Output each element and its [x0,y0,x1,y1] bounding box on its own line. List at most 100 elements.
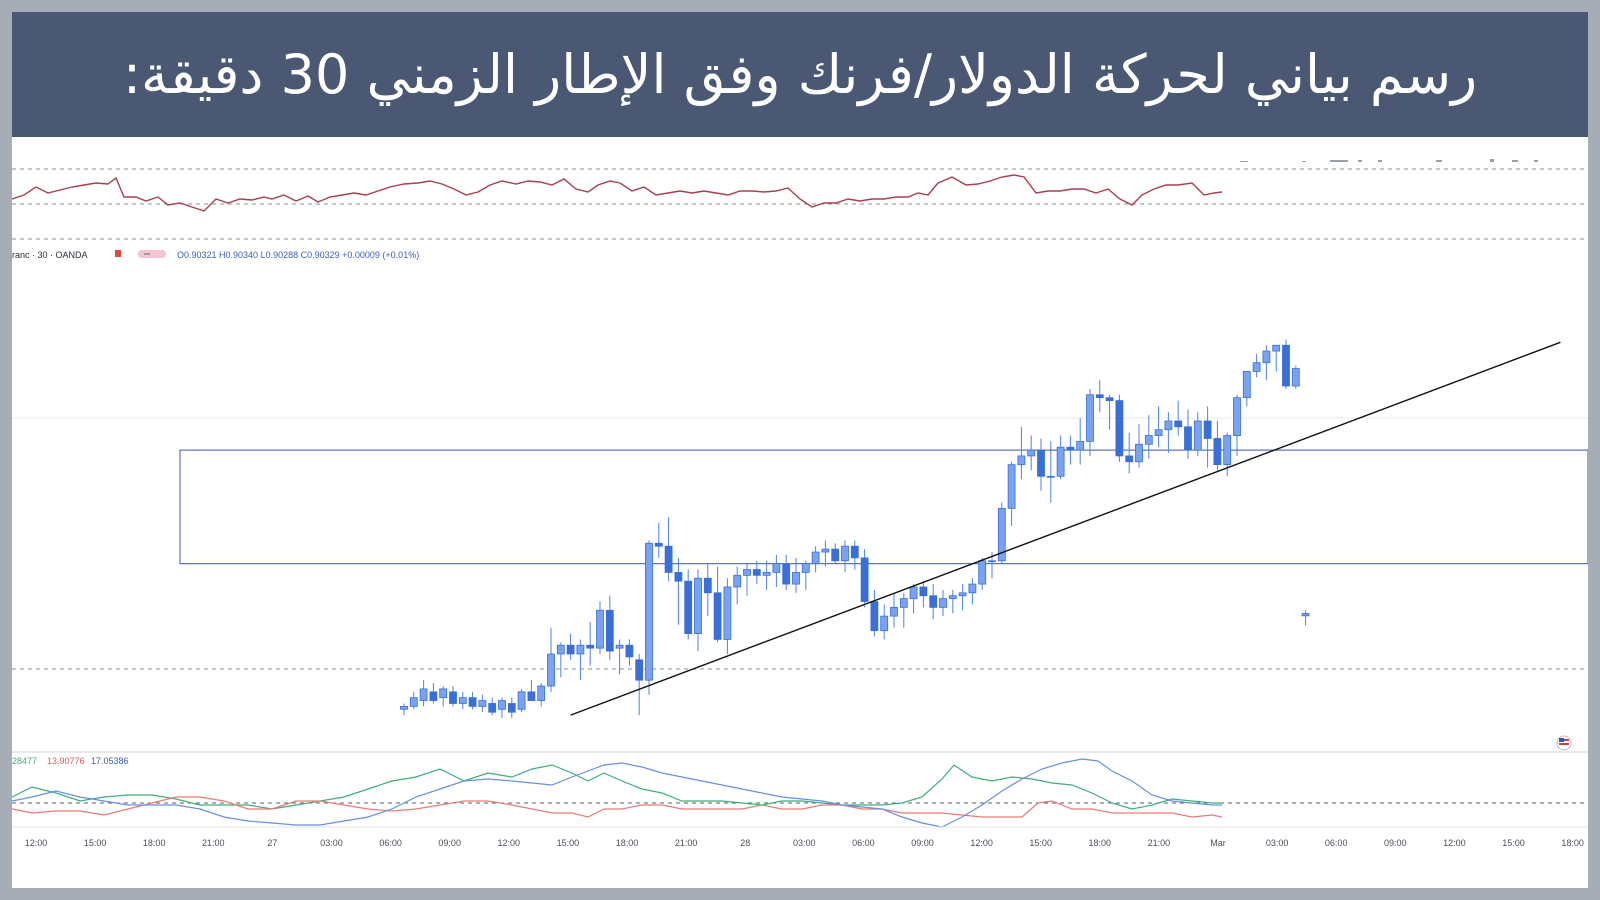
candle-body [449,691,457,704]
ohlc-readout: O0.90321 H0.90340 L0.90288 C0.90329 +0.0… [177,250,419,260]
candle-body [1213,438,1222,466]
candle [419,680,428,707]
candle-body [782,563,791,585]
candle-body [841,545,849,562]
x-tick-label: 06:00 [1325,838,1348,848]
slide-title: رسم بياني لحركة الدولار/فرنك وفق الإطار … [122,43,1478,106]
candle [1272,344,1281,372]
trendline-line[interactable] [570,341,1561,716]
candle [1164,412,1173,454]
candle-body [909,586,918,600]
candle-body [1291,368,1300,387]
candle-body [948,595,957,600]
price-chart[interactable]: ranc · 30 · OANDA O0.90321 H0.90340 L0.9… [12,137,1588,888]
candle-body [1095,394,1104,399]
candle [507,697,516,719]
flag-icon[interactable] [115,250,121,257]
candle [1095,380,1104,413]
rsi-legend-fragments [1240,159,1538,162]
candle-body [1174,420,1183,428]
candle-body [792,572,800,585]
x-tick-label: 03:00 [1266,838,1289,848]
candle-body [1242,371,1251,399]
symbol-label: ranc · 30 · OANDA [12,250,88,260]
candle [929,584,938,620]
x-tick-label: 18:00 [1089,838,1112,848]
candle-body [752,569,761,576]
candle-body [743,569,751,576]
candle-body [860,557,869,602]
x-tick-label: 12:00 [1443,838,1466,848]
candle [919,581,928,608]
candle [811,546,820,573]
x-tick-label: 15:00 [84,838,107,848]
candle [1056,435,1065,480]
trendline[interactable] [570,341,1561,716]
us-flag-icon[interactable] [1556,735,1572,751]
candle [1193,412,1202,456]
candle-body [1086,394,1094,442]
dmi-panel: 28477 13.90776 17.05386 [12,756,1588,828]
candle [713,566,722,643]
candle [743,563,751,596]
candle-body [1223,435,1232,466]
candle [752,560,761,585]
candle [1144,415,1153,459]
candle [723,578,732,654]
candle [1291,365,1300,389]
candle [566,633,575,660]
support-zone[interactable] [179,449,1588,565]
candle [1027,435,1036,471]
candle [1242,371,1251,407]
candle-body [1272,344,1281,352]
candle [1007,461,1016,526]
slide-title-banner: رسم بياني لحركة الدولار/فرنك وفق الإطار … [12,12,1588,137]
candle-body [419,688,428,701]
candle [831,543,840,564]
candle [1184,409,1192,459]
candle-body [625,644,634,658]
candle [1037,438,1045,491]
x-tick-label: Mar [1210,838,1226,848]
x-tick-label: 09:00 [1384,838,1407,848]
candle-body [1027,449,1036,457]
candle-body [596,609,604,649]
support-zone-box[interactable] [179,449,1588,565]
candle [478,694,487,713]
candle-body [1193,420,1202,451]
candle-body [958,592,967,597]
candle-body [811,551,820,565]
symbol-legend[interactable]: ranc · 30 · OANDA O0.90321 H0.90340 L0.9… [12,250,419,260]
candle [1252,353,1261,378]
candle-body [1037,449,1045,477]
candle [527,680,536,701]
candle [1076,418,1085,465]
rsi-panel [12,159,1588,240]
candle-body [1017,455,1026,466]
candle-body [458,697,467,704]
candle-body [1203,420,1212,439]
x-tick-label: 09:00 [438,838,461,848]
candle-body [664,545,673,573]
dmi-value-3: 17.05386 [91,756,129,766]
candle [458,691,467,710]
candle-body [694,577,702,634]
candle [939,589,947,617]
candle [1046,441,1055,503]
eye-toggle-icon[interactable] [138,250,166,258]
candle [1282,339,1290,389]
candle [1262,345,1271,381]
candle [841,540,849,573]
candle-body [615,644,624,649]
candle [586,621,595,666]
candle [801,560,810,590]
candle-body [1233,397,1241,436]
candle [1125,432,1134,474]
candle [860,549,869,608]
candle [449,686,457,707]
candle-body [576,644,585,655]
candle-body [605,609,614,652]
candle [409,691,418,710]
x-tick-label: 28 [740,838,750,848]
x-tick-label: 12:00 [970,838,993,848]
